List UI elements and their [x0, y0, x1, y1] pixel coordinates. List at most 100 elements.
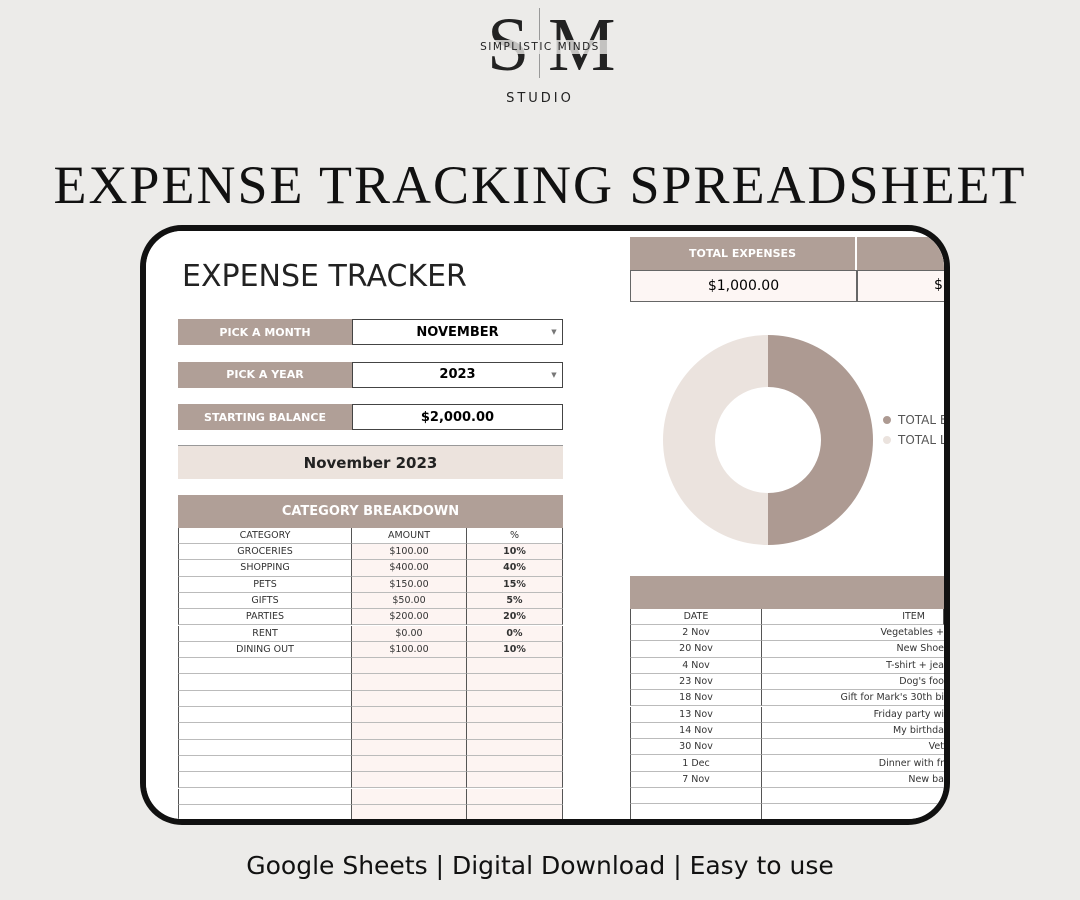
field-label: PICK A YEAR: [178, 361, 352, 388]
empty-cell: [178, 804, 352, 819]
field-value: 2023: [352, 361, 563, 388]
empty-cell: [178, 788, 352, 805]
table-cell: 23 Nov: [630, 673, 762, 691]
table-cell: 18 Nov: [630, 690, 762, 707]
totals-label: TOTAL EXPENSES: [689, 247, 796, 260]
table-cell: 2 Nov: [630, 625, 762, 642]
table-cell: RENT: [178, 625, 352, 642]
legend-swatch: [883, 416, 891, 424]
sheet-title: EXPENSE TRACKER: [182, 259, 467, 294]
empty-cell: [178, 755, 352, 773]
empty-cell: [467, 788, 563, 805]
empty-cell: [352, 788, 467, 805]
page-title: EXPENSE TRACKING SPREADSHEET: [53, 155, 1027, 215]
column-header: AMOUNT: [352, 528, 467, 544]
totals-header: TOTAL EXPENSES: [630, 237, 855, 270]
table-cell: PARTIES: [178, 609, 352, 626]
empty-cell: [467, 690, 563, 707]
footer-tagline: Google Sheets | Digital Download | Easy …: [246, 850, 834, 880]
table-cell: 7 Nov: [630, 771, 762, 788]
donut-segment: [768, 335, 873, 545]
table-cell: New Shoe: [762, 641, 944, 658]
table-cell: 14 Nov: [630, 722, 762, 740]
field-label: STARTING BALANCE: [178, 404, 352, 430]
legend-swatch: [883, 436, 891, 444]
table-cell: Vegetables +: [762, 625, 944, 642]
empty-cell: [352, 690, 467, 707]
table-cell: $100.00: [352, 641, 467, 659]
empty-cell: [762, 804, 944, 819]
empty-cell: [352, 739, 467, 756]
table-cell: $0.00: [352, 625, 467, 642]
empty-cell: [178, 707, 352, 724]
table-cell: Dinner with fr: [762, 755, 944, 772]
table-cell: GIFTS: [178, 592, 352, 610]
column-header: %: [467, 528, 563, 544]
legend-label: TOTAL L: [897, 433, 944, 447]
table-cell: 20 Nov: [630, 641, 762, 658]
table-cell: $200.00: [352, 609, 467, 626]
empty-cell: [630, 804, 762, 819]
totals-next-value: $: [857, 270, 944, 302]
table-cell: SHOPPING: [178, 560, 352, 577]
dropdown-arrow: ▼: [551, 328, 557, 336]
empty-cell: [352, 755, 467, 773]
empty-cell: [178, 723, 352, 740]
table-cell: 4 Nov: [630, 657, 762, 674]
empty-cell: [762, 788, 944, 805]
empty-cell: [467, 658, 563, 675]
table-cell: 20%: [467, 609, 563, 626]
table-cell: 1 Dec: [630, 755, 762, 772]
empty-cell: [352, 658, 467, 675]
empty-cell: [178, 739, 352, 756]
table-cell: $100.00: [352, 544, 467, 561]
empty-cell: [467, 707, 563, 724]
table-cell: 5%: [467, 592, 563, 610]
empty-cell: [467, 739, 563, 756]
table-cell: $400.00: [352, 560, 467, 577]
table-cell: Friday party wi: [762, 707, 944, 723]
column-header: DATE: [630, 609, 762, 625]
totals-value: $1,000.00: [630, 270, 857, 302]
donut-segment: [663, 335, 768, 545]
spreadsheet-screen: EXPENSE TRACKER November 2023 CATEGORY B…: [146, 231, 944, 819]
empty-cell: [352, 723, 467, 740]
column-header: ITEM: [762, 609, 944, 625]
table-cell: My birthda: [762, 723, 944, 740]
brand-studio: STUDIO: [506, 90, 574, 106]
table-cell: 10%: [467, 641, 563, 659]
empty-cell: [352, 674, 467, 691]
period-band: November 2023: [178, 445, 563, 479]
empty-cell: [352, 772, 467, 789]
table-cell: T-shirt + jea: [762, 658, 944, 674]
table-cell: 10%: [467, 544, 563, 561]
empty-cell: [467, 804, 563, 819]
empty-cell: [352, 804, 467, 819]
table-cell: DINING OUT: [178, 641, 352, 659]
empty-cell: [178, 690, 352, 707]
legend-label: TOTAL E: [897, 413, 944, 427]
empty-cell: [467, 723, 563, 740]
column-header: CATEGORY: [178, 528, 352, 544]
empty-cell: [467, 674, 563, 691]
empty-cell: [178, 674, 352, 691]
totals-header-next: [857, 237, 944, 270]
table-cell: 0%: [467, 625, 563, 642]
empty-cell: [352, 707, 467, 724]
table-cell: 40%: [467, 560, 563, 577]
table-cell: Gift for Mark's 30th bi: [762, 690, 944, 707]
table-cell: $50.00: [352, 592, 467, 610]
field-label: PICK A MONTH: [178, 319, 352, 345]
empty-cell: [178, 772, 352, 789]
table-cell: Vet: [762, 739, 944, 756]
empty-cell: [178, 658, 352, 675]
field-value: NOVEMBER: [352, 319, 563, 345]
table-cell: GROCERIES: [178, 544, 352, 561]
table-cell: 15%: [467, 576, 563, 593]
donut-chart: TOTAL E TOTAL L: [663, 335, 944, 545]
transactions-header: [630, 576, 944, 609]
table-cell: New ba: [762, 772, 944, 788]
dropdown-arrow: ▼: [551, 370, 557, 379]
table-cell: 13 Nov: [630, 706, 762, 723]
